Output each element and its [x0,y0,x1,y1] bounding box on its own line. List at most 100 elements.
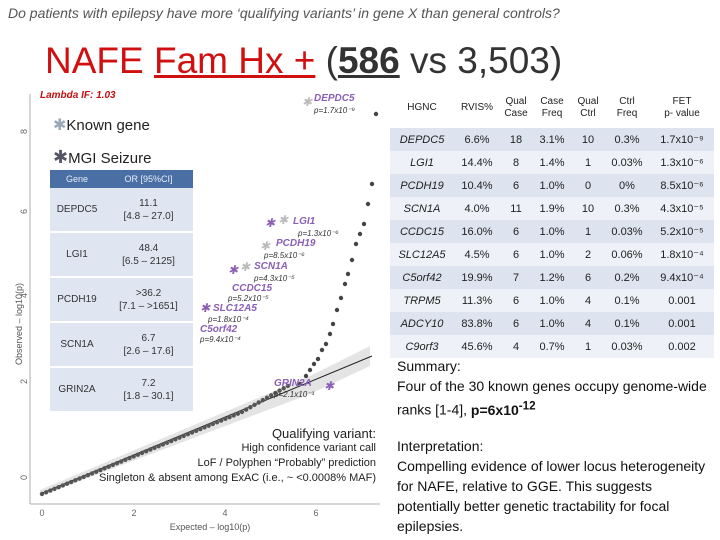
or-value: 7.2 [1.8 – 30.1] [104,367,193,413]
gene-value-cell: 1.9% [532,197,572,220]
gene-value-cell: 83.8% [454,312,500,335]
qq-point [206,423,211,428]
gene-value-cell: 10.4% [454,174,500,197]
x-tick-label: 6 [313,508,318,518]
x-tick-label: 0 [39,508,44,518]
gene-value-cell: 0.3% [604,128,650,151]
qq-point [227,414,232,420]
or-value: 6.7 [2.6 – 17.6] [104,322,193,368]
label-slc12a5: SLC12A5 [213,303,257,314]
qq-point [285,383,291,389]
slide-title: NAFE Fam Hx + (586 vs 3,503) [45,42,562,79]
qq-point [185,432,191,437]
gene-value-cell: 1 [572,220,604,243]
qq-plot: Observed – log10(p) 0 2 4 6 8 0 2 4 6 Ex… [14,93,380,532]
question-heading: Do patients with epilepsy have more ‘qua… [8,5,560,21]
label-lgi1: LGI1 [293,216,316,227]
qq-point [256,400,261,405]
gene-table-header-cell: Ctrl Freq [604,88,650,128]
qq-point [60,483,66,488]
qq-point [131,454,136,459]
qq-point [118,459,124,464]
qq-point [56,484,61,490]
gene-value-cell: 0% [604,174,650,197]
label-c5orf42-p: p=9.4x10⁻⁴ [199,335,241,344]
gene-name-cell: LGI1 [390,151,454,174]
label-depdc5-p: p=1.7x10⁻⁹ [313,106,355,115]
gene-value-cell: 1.3x10⁻⁶ [650,151,714,174]
lambda-label: Lambda IF: 1.03 [40,90,116,101]
gene-table-row: C9orf3 45.6% 4 0.7% 1 0.03% 0.002 [390,335,714,358]
odds-ratio-table: Gene OR [95%CI] DEPDC5 11.1 [4.8 – 27.0] L… [50,170,193,413]
or-value: 11.1 [4.8 – 27.0] [104,188,193,233]
qq-point [135,452,141,457]
label-pcdh19-asterisk: ✱ [260,239,271,253]
qq-point [139,450,145,456]
qq-point [273,390,278,396]
gene-table-header-cell: FET p- value [650,88,714,128]
summary-title: Summary: [397,358,461,374]
or-gene: DEPDC5 [50,188,104,233]
qq-point [189,430,195,435]
gene-value-cell: 1 [572,335,604,358]
qq-point [164,440,170,445]
gene-value-cell: 5.2x10⁻⁵ [650,220,714,243]
or-value: 48.4 [6.5 – 2125] [104,232,193,278]
gene-value-cell: 11.3% [454,289,500,312]
qq-point [260,397,266,403]
gene-value-cell: 4.5% [454,243,500,266]
interpretation-text: Compelling evidence of lower locus heter… [397,458,706,534]
gene-table-row: DEPDC5 6.6% 18 3.1% 10 0.3% 1.7x10⁻⁹ [390,128,714,151]
mgi-asterisk-icon: ✱ [53,147,69,167]
or-header-row: Gene OR [95%CI] [50,170,193,188]
qq-point [342,281,348,287]
gene-value-cell: 8 [500,151,532,174]
gene-name-cell: CCDC15 [390,220,454,243]
x-ticks: 0 2 4 6 [39,508,318,518]
qq-point [281,386,286,391]
qq-point [323,341,329,347]
qq-point [73,478,78,483]
title-nafe: NAFE [45,40,144,81]
qq-point [243,407,249,412]
qq-point [114,461,120,466]
title-open: ( [315,40,338,81]
qq-point [264,395,270,400]
qq-point [311,361,317,367]
qq-point [210,421,216,427]
gene-value-cell: 0.3% [604,197,650,220]
gene-table-row: CCDC15 16.0% 6 1.0% 1 0.03% 5.2x10⁻⁵ [390,220,714,243]
qq-point [98,467,103,473]
gene-value-cell: 0.03% [604,151,650,174]
or-row: GRIN2A 7.2 [1.8 – 30.1] [50,367,193,413]
gene-value-cell: 16.0% [454,220,500,243]
qq-point [231,413,236,418]
or-row: DEPDC5 11.1 [4.8 – 27.0] [50,188,193,233]
qq-point [297,381,303,387]
label-scn1a-asterisk2: ✱ [240,260,251,274]
qq-point [315,356,321,362]
qq-point [68,479,74,485]
label-depdc5: DEPDC5 [314,93,355,104]
qualifying-line: Singleton & absent among ExAC (i.e., ~ <… [99,472,376,484]
y-tick-label: 4 [19,293,29,298]
qq-point [127,455,132,461]
gene-table-row: LGI1 14.4% 8 1.4% 1 0.03% 1.3x10⁻⁶ [390,151,714,174]
qq-point [277,388,282,393]
label-slc12a5-p: p=1.8x10⁻⁴ [207,315,249,324]
legend-known-label: Known gene [66,117,150,134]
summary-text: Four of the 30 known genes occupy genome… [397,378,707,418]
label-c5orf42: C5orf42 [200,324,238,335]
gene-table-header-cell: HGNC [390,88,454,128]
gene-value-cell: 3.1% [532,128,572,151]
gene-name-cell: C9orf3 [390,335,454,358]
interpretation-title: Interpretation: [397,438,484,454]
legend-known-gene: ✱Known gene [53,115,150,135]
gene-table-header: HGNC RVIS% Qual Case Case Freq Qual Ctrl Ctrl Fre… [390,88,714,128]
label-lgi1-p: p=1.3x10⁻⁶ [297,229,339,238]
x-tick-label: 2 [131,508,136,518]
qq-point [177,435,182,440]
label-scn1a-p: p=4.3x10⁻⁵ [253,274,295,283]
y-tick-label: 2 [19,379,29,384]
qq-point [39,491,45,497]
